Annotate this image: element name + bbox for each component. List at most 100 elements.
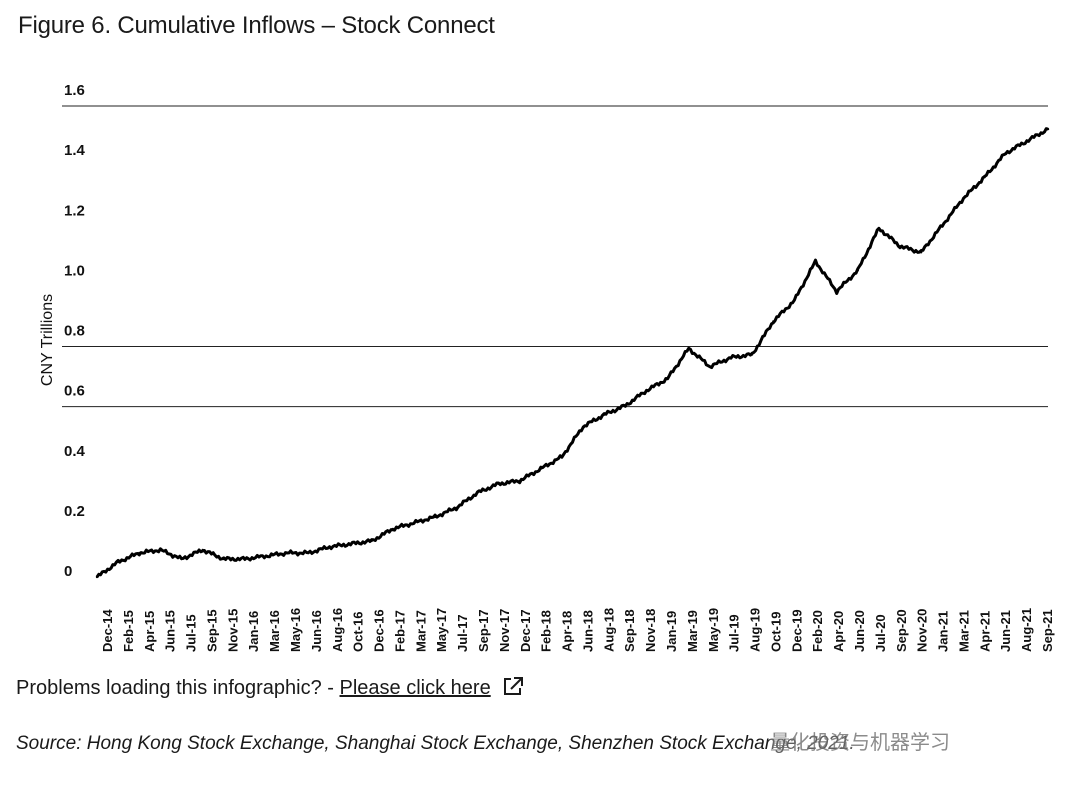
x-tick-label: Sep-18 — [622, 609, 637, 652]
data-point — [962, 197, 965, 200]
x-tick-labels: Dec-14 Feb-15 Apr-15 Jun-15 Jul-15 Sep-15 Nov-… — [100, 608, 1055, 652]
x-tick-label: Nov-15 — [225, 609, 240, 652]
data-point — [433, 515, 437, 519]
x-tick-label: Dec-16 — [372, 609, 387, 652]
data-point — [687, 347, 690, 350]
y-tick-label: 0.2 — [64, 503, 85, 520]
data-point — [476, 491, 479, 494]
series-group — [95, 127, 1050, 579]
x-tick-label: Nov-18 — [643, 609, 658, 652]
data-point — [856, 269, 859, 272]
x-tick-label: Sep-15 — [204, 609, 219, 652]
x-tick-label: Jan-16 — [246, 611, 261, 652]
x-tick-label: Mar-16 — [267, 610, 282, 652]
data-point — [729, 356, 733, 359]
data-point — [941, 224, 944, 227]
x-tick-label: Jul-19 — [727, 614, 742, 652]
data-point — [581, 425, 585, 428]
x-tick-label: Aug-18 — [601, 608, 616, 652]
line-chart: 00.20.40.60.81.01.21.41.6 CNY Trillions … — [39, 82, 1055, 652]
data-point — [391, 527, 395, 531]
x-tick-label: Mar-21 — [956, 610, 971, 652]
x-tick-label: Mar-19 — [685, 610, 700, 652]
x-tick-label: Dec-17 — [518, 609, 533, 652]
x-tick-label: May-16 — [288, 608, 303, 652]
data-point — [645, 389, 648, 392]
x-tick-label: Nov-20 — [915, 609, 930, 652]
watermark-text: 量化投资与机器学习 — [770, 726, 950, 755]
x-tick-label: Apr-20 — [831, 611, 846, 652]
y-tick-label: 1.6 — [64, 82, 85, 99]
y-tick-label: 1.4 — [64, 142, 86, 159]
x-tick-label: Jul-17 — [455, 614, 470, 652]
x-tick-label: Apr-15 — [142, 611, 157, 652]
data-point — [539, 467, 542, 470]
data-point — [793, 299, 796, 302]
data-point — [159, 548, 162, 552]
x-tick-label: Dec-19 — [789, 609, 804, 652]
x-tick-label: Feb-18 — [539, 610, 554, 652]
x-tick-label: Sep-17 — [476, 609, 491, 652]
data-point — [116, 560, 120, 564]
data-point — [666, 377, 669, 380]
data-point — [624, 404, 627, 407]
x-tick-label: Jan-19 — [664, 611, 679, 652]
y-tick-label: 0.4 — [64, 443, 86, 460]
data-point — [877, 227, 881, 230]
data-point — [835, 290, 838, 293]
x-tick-label: Jul-15 — [184, 614, 199, 652]
data-point — [264, 554, 268, 558]
y-tick-label: 1.0 — [64, 262, 85, 279]
series-line-cumulative-inflows — [95, 127, 1049, 578]
x-tick-label: Aug-16 — [330, 608, 345, 652]
y-tick-label: 1.2 — [64, 202, 85, 219]
data-point — [286, 551, 289, 555]
x-tick-label: Jun-20 — [852, 610, 867, 652]
x-tick-label: May-17 — [434, 608, 449, 652]
x-tick-label: Mar-17 — [413, 610, 428, 652]
data-point — [1046, 127, 1050, 131]
x-tick-label: Feb-17 — [392, 610, 407, 652]
data-point — [222, 557, 225, 561]
data-point — [603, 413, 606, 416]
please-click-here-link[interactable]: Please click here — [339, 677, 491, 699]
data-point — [560, 455, 564, 458]
x-tick-label: Jun-21 — [998, 610, 1013, 652]
data-point — [750, 353, 754, 356]
data-point — [180, 557, 183, 561]
data-point — [898, 245, 902, 248]
data-point — [201, 548, 204, 552]
y-gridlines — [62, 105, 1048, 408]
data-point — [138, 551, 141, 555]
data-point — [307, 551, 310, 555]
x-tick-label: Jun-16 — [309, 610, 324, 652]
y-tick-labels: 0 0.2 0.4 0.6 0.8 1.0 1.2 1.4 1.6 — [64, 82, 86, 580]
data-point — [455, 506, 458, 510]
y-axis-label: CNY Trillions — [39, 294, 56, 386]
x-tick-label: Jul-20 — [873, 614, 888, 652]
chart-title: Figure 6. Cumulative Inflows – Stock Con… — [18, 12, 495, 39]
x-tick-label: Jun-18 — [580, 610, 595, 652]
x-tick-label: Sep-20 — [894, 609, 909, 652]
data-point — [920, 251, 923, 254]
data-point — [412, 521, 416, 525]
data-point — [328, 545, 331, 549]
data-point — [95, 575, 99, 579]
problems-loading-text: Problems loading this infographic? - Ple… — [16, 676, 524, 700]
x-tick-label: Jun-15 — [163, 610, 178, 652]
source-note: Source: Hong Kong Stock Exchange, Shangh… — [16, 733, 855, 754]
data-point — [349, 542, 352, 546]
x-tick-label: Oct-16 — [351, 612, 366, 652]
data-point — [370, 539, 373, 543]
data-point — [1004, 151, 1007, 155]
external-link-icon[interactable] — [502, 676, 524, 696]
y-tick-label: 0 — [64, 563, 72, 580]
x-tick-label: Feb-20 — [810, 610, 825, 652]
y-tick-label: 0.6 — [64, 383, 85, 400]
x-tick-label: Aug-19 — [748, 608, 763, 652]
data-point — [708, 365, 712, 368]
problems-prefix: Problems loading this infographic? - — [16, 677, 340, 699]
x-tick-label: Aug-21 — [1019, 608, 1034, 652]
data-point — [1025, 139, 1029, 143]
x-tick-label: Dec-14 — [100, 609, 115, 652]
